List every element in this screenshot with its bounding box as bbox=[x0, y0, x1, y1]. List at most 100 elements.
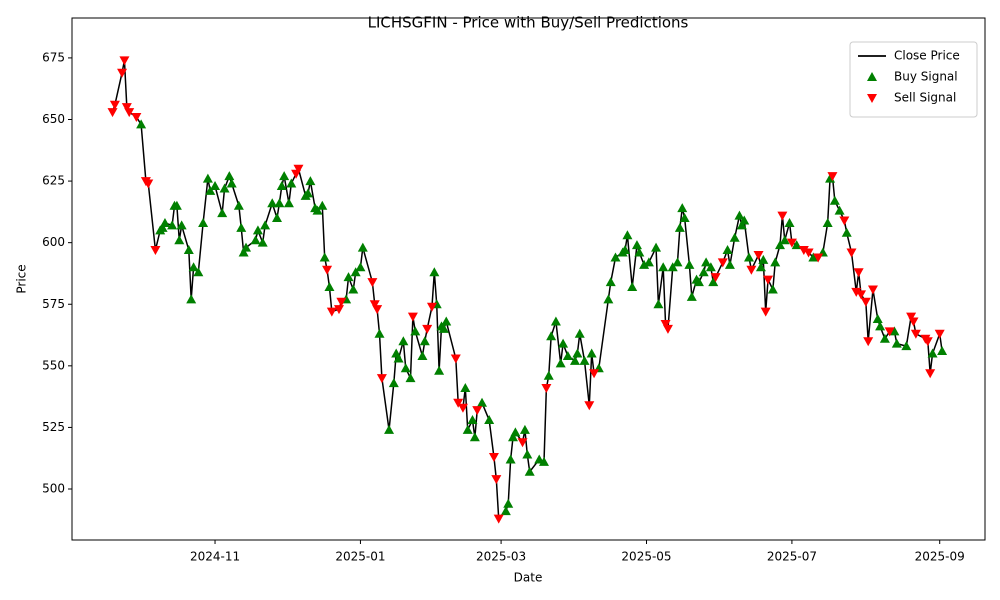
sell-marker bbox=[117, 68, 128, 78]
buy-marker bbox=[550, 316, 561, 326]
buy-marker bbox=[744, 252, 755, 262]
buy-marker bbox=[469, 432, 480, 442]
buy-marker bbox=[233, 200, 244, 210]
buy-marker bbox=[722, 245, 733, 255]
sell-marker bbox=[143, 179, 154, 189]
sell-marker bbox=[450, 354, 461, 364]
buy-marker bbox=[238, 247, 249, 257]
sell-marker bbox=[925, 369, 936, 379]
buy-marker bbox=[159, 217, 170, 227]
buy-marker bbox=[176, 220, 187, 230]
buy-marker bbox=[302, 188, 313, 198]
sell-marker bbox=[760, 307, 771, 317]
sell-marker bbox=[710, 273, 721, 283]
x-tick-label: 2025-05 bbox=[621, 550, 671, 564]
sell-marker bbox=[662, 324, 673, 334]
buy-marker bbox=[586, 348, 597, 358]
x-tick-label: 2025-01 bbox=[335, 550, 385, 564]
sell-marker bbox=[541, 384, 552, 394]
buy-marker bbox=[770, 257, 781, 267]
buy-marker bbox=[348, 284, 359, 294]
sell-marker bbox=[491, 475, 502, 485]
buy-marker bbox=[136, 119, 147, 129]
buy-marker bbox=[758, 254, 769, 264]
x-tick-label: 2025-03 bbox=[476, 550, 526, 564]
buy-marker bbox=[434, 365, 445, 375]
sell-marker bbox=[426, 302, 437, 312]
buy-marker bbox=[257, 237, 268, 247]
buy-marker bbox=[791, 240, 802, 250]
buy-marker bbox=[429, 267, 440, 277]
buy-marker bbox=[605, 277, 616, 287]
legend-swatch bbox=[867, 72, 877, 81]
buy-marker bbox=[252, 225, 263, 235]
buy-marker bbox=[193, 267, 204, 277]
buy-marker bbox=[167, 220, 178, 230]
sell-marker bbox=[753, 250, 764, 260]
buy-marker bbox=[739, 215, 750, 225]
sell-marker bbox=[124, 108, 135, 118]
y-tick-label: 625 bbox=[42, 174, 65, 188]
buy-marker bbox=[508, 432, 519, 442]
x-tick-label: 2025-09 bbox=[915, 550, 965, 564]
buy-marker bbox=[872, 314, 883, 324]
buy-marker bbox=[643, 257, 654, 267]
sell-marker bbox=[777, 211, 788, 221]
buy-marker bbox=[822, 217, 833, 227]
buy-marker bbox=[350, 267, 361, 277]
y-tick-label: 650 bbox=[42, 112, 65, 126]
sell-marker bbox=[910, 329, 921, 339]
buy-marker bbox=[319, 252, 330, 262]
buy-marker bbox=[419, 336, 430, 346]
buy-marker bbox=[679, 213, 690, 223]
buy-marker bbox=[317, 200, 328, 210]
sell-marker bbox=[369, 300, 380, 310]
buy-marker bbox=[260, 220, 271, 230]
buy-marker bbox=[500, 506, 511, 516]
sell-marker bbox=[851, 287, 862, 297]
sell-marker bbox=[846, 248, 857, 258]
buy-marker bbox=[734, 210, 745, 220]
sell-marker bbox=[493, 514, 504, 524]
y-tick-label: 600 bbox=[42, 235, 65, 249]
buy-marker bbox=[183, 245, 194, 255]
sell-marker bbox=[422, 324, 433, 334]
sell-marker bbox=[589, 369, 600, 379]
sell-marker bbox=[867, 285, 878, 295]
buy-marker bbox=[667, 262, 678, 272]
sell-marker bbox=[906, 312, 917, 322]
buy-marker bbox=[603, 294, 614, 304]
sell-marker bbox=[922, 337, 933, 347]
buy-marker bbox=[312, 205, 323, 215]
buy-marker bbox=[579, 355, 590, 365]
buy-marker bbox=[927, 348, 938, 358]
buy-marker bbox=[505, 454, 516, 464]
buy-marker bbox=[639, 259, 650, 269]
buy-marker bbox=[250, 235, 261, 245]
buy-marker bbox=[460, 383, 471, 393]
y-tick-label: 550 bbox=[42, 358, 65, 372]
buy-marker bbox=[729, 232, 740, 242]
buy-marker bbox=[462, 424, 473, 434]
buy-marker bbox=[875, 321, 886, 331]
buy-marker bbox=[357, 242, 368, 252]
chart-title: LICHSGFIN - Price with Buy/Sell Predicti… bbox=[368, 14, 689, 32]
buy-marker bbox=[658, 262, 669, 272]
buy-marker bbox=[210, 181, 221, 191]
buy-marker bbox=[384, 424, 395, 434]
sell-marker bbox=[333, 305, 344, 315]
buy-marker bbox=[889, 326, 900, 336]
buy-marker bbox=[774, 240, 785, 250]
sell-marker bbox=[293, 164, 304, 174]
buy-marker bbox=[779, 235, 790, 245]
sell-marker bbox=[798, 246, 809, 256]
buy-marker bbox=[274, 198, 285, 208]
buy-marker bbox=[684, 259, 695, 269]
y-tick-label: 675 bbox=[42, 50, 65, 64]
buy-marker bbox=[672, 257, 683, 267]
sell-marker bbox=[863, 337, 874, 347]
buy-marker bbox=[410, 326, 421, 336]
sell-marker bbox=[488, 452, 499, 462]
buy-marker bbox=[343, 272, 354, 282]
